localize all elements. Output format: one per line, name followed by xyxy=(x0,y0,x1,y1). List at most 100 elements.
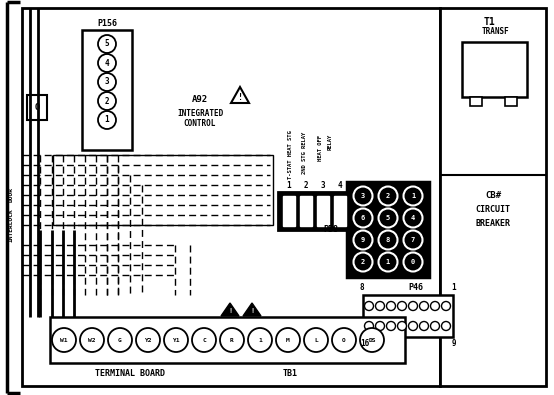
Text: RELAY: RELAY xyxy=(327,134,332,150)
Circle shape xyxy=(408,301,418,310)
Circle shape xyxy=(403,231,423,250)
Circle shape xyxy=(220,328,244,352)
Circle shape xyxy=(419,322,428,331)
Text: !: ! xyxy=(250,308,254,314)
Circle shape xyxy=(378,186,398,205)
Text: 1: 1 xyxy=(286,181,291,190)
Text: 1: 1 xyxy=(386,259,390,265)
Bar xyxy=(363,295,453,337)
Text: 4: 4 xyxy=(338,181,342,190)
Text: 1: 1 xyxy=(452,284,456,293)
Circle shape xyxy=(378,231,398,250)
Circle shape xyxy=(442,301,450,310)
Text: Y2: Y2 xyxy=(144,337,152,342)
Bar xyxy=(27,95,47,120)
Text: L: L xyxy=(314,337,318,342)
Text: TRANSF: TRANSF xyxy=(482,28,510,36)
Bar xyxy=(278,192,350,230)
Text: 4: 4 xyxy=(105,58,109,68)
Text: 3: 3 xyxy=(321,181,325,190)
Text: 4: 4 xyxy=(411,215,415,221)
Bar xyxy=(283,196,295,226)
Polygon shape xyxy=(221,303,239,316)
Circle shape xyxy=(98,54,116,72)
Text: 9: 9 xyxy=(361,237,365,243)
Text: 9: 9 xyxy=(452,339,456,348)
Circle shape xyxy=(365,301,373,310)
Text: A92: A92 xyxy=(192,96,208,105)
Text: 2: 2 xyxy=(386,193,390,199)
Text: !: ! xyxy=(238,92,243,102)
Text: INTEGRATED: INTEGRATED xyxy=(177,109,223,117)
Circle shape xyxy=(360,328,384,352)
Text: 3: 3 xyxy=(105,77,109,87)
Circle shape xyxy=(398,301,407,310)
Bar xyxy=(22,8,440,386)
Circle shape xyxy=(408,322,418,331)
Circle shape xyxy=(403,252,423,271)
Bar xyxy=(505,97,517,106)
Circle shape xyxy=(98,92,116,110)
Circle shape xyxy=(98,73,116,91)
Text: CIRCUIT: CIRCUIT xyxy=(475,205,510,214)
Text: P156: P156 xyxy=(97,19,117,28)
Text: DOOR: DOOR xyxy=(8,188,13,203)
Text: 5: 5 xyxy=(105,40,109,49)
Text: O: O xyxy=(342,337,346,342)
Text: 3: 3 xyxy=(361,193,365,199)
Bar xyxy=(440,8,546,386)
Circle shape xyxy=(353,209,372,228)
Circle shape xyxy=(378,209,398,228)
Bar xyxy=(300,196,312,226)
Bar xyxy=(317,196,329,226)
Text: C: C xyxy=(202,337,206,342)
Text: 1: 1 xyxy=(258,337,262,342)
Text: TB1: TB1 xyxy=(283,369,297,378)
Text: 6: 6 xyxy=(361,215,365,221)
Text: BREAKER: BREAKER xyxy=(475,218,510,228)
Circle shape xyxy=(387,322,396,331)
Text: TERMINAL BOARD: TERMINAL BOARD xyxy=(95,369,165,378)
Text: 2: 2 xyxy=(105,96,109,105)
Circle shape xyxy=(136,328,160,352)
Circle shape xyxy=(398,322,407,331)
Circle shape xyxy=(304,328,328,352)
Circle shape xyxy=(248,328,272,352)
Text: Y1: Y1 xyxy=(172,337,179,342)
Circle shape xyxy=(98,35,116,53)
Text: W2: W2 xyxy=(88,337,96,342)
Circle shape xyxy=(80,328,104,352)
Circle shape xyxy=(164,328,188,352)
Polygon shape xyxy=(243,303,261,316)
Text: 8: 8 xyxy=(386,237,390,243)
Circle shape xyxy=(430,301,439,310)
Text: 2: 2 xyxy=(361,259,365,265)
Text: T1: T1 xyxy=(484,17,496,27)
Text: 2ND STG RELAY: 2ND STG RELAY xyxy=(302,132,307,174)
Text: CONTROL: CONTROL xyxy=(184,120,216,128)
Circle shape xyxy=(387,301,396,310)
Circle shape xyxy=(403,209,423,228)
Text: G: G xyxy=(118,337,122,342)
Circle shape xyxy=(353,252,372,271)
Text: T-STAT HEAT STG: T-STAT HEAT STG xyxy=(288,131,293,179)
Bar xyxy=(347,182,429,277)
Bar xyxy=(334,196,346,226)
Text: INTERLOCK: INTERLOCK xyxy=(8,208,13,242)
Text: 16: 16 xyxy=(360,339,370,348)
Text: 1: 1 xyxy=(411,193,415,199)
Circle shape xyxy=(276,328,300,352)
Circle shape xyxy=(332,328,356,352)
Text: DS: DS xyxy=(368,337,376,342)
Text: CB#: CB# xyxy=(485,190,501,199)
Text: 1: 1 xyxy=(105,115,109,124)
Circle shape xyxy=(98,111,116,129)
Text: 7: 7 xyxy=(411,237,415,243)
Text: M: M xyxy=(286,337,290,342)
Text: !: ! xyxy=(228,308,232,314)
Text: W1: W1 xyxy=(60,337,68,342)
Circle shape xyxy=(376,322,384,331)
Bar xyxy=(470,97,482,106)
Circle shape xyxy=(52,328,76,352)
Text: 5: 5 xyxy=(386,215,390,221)
